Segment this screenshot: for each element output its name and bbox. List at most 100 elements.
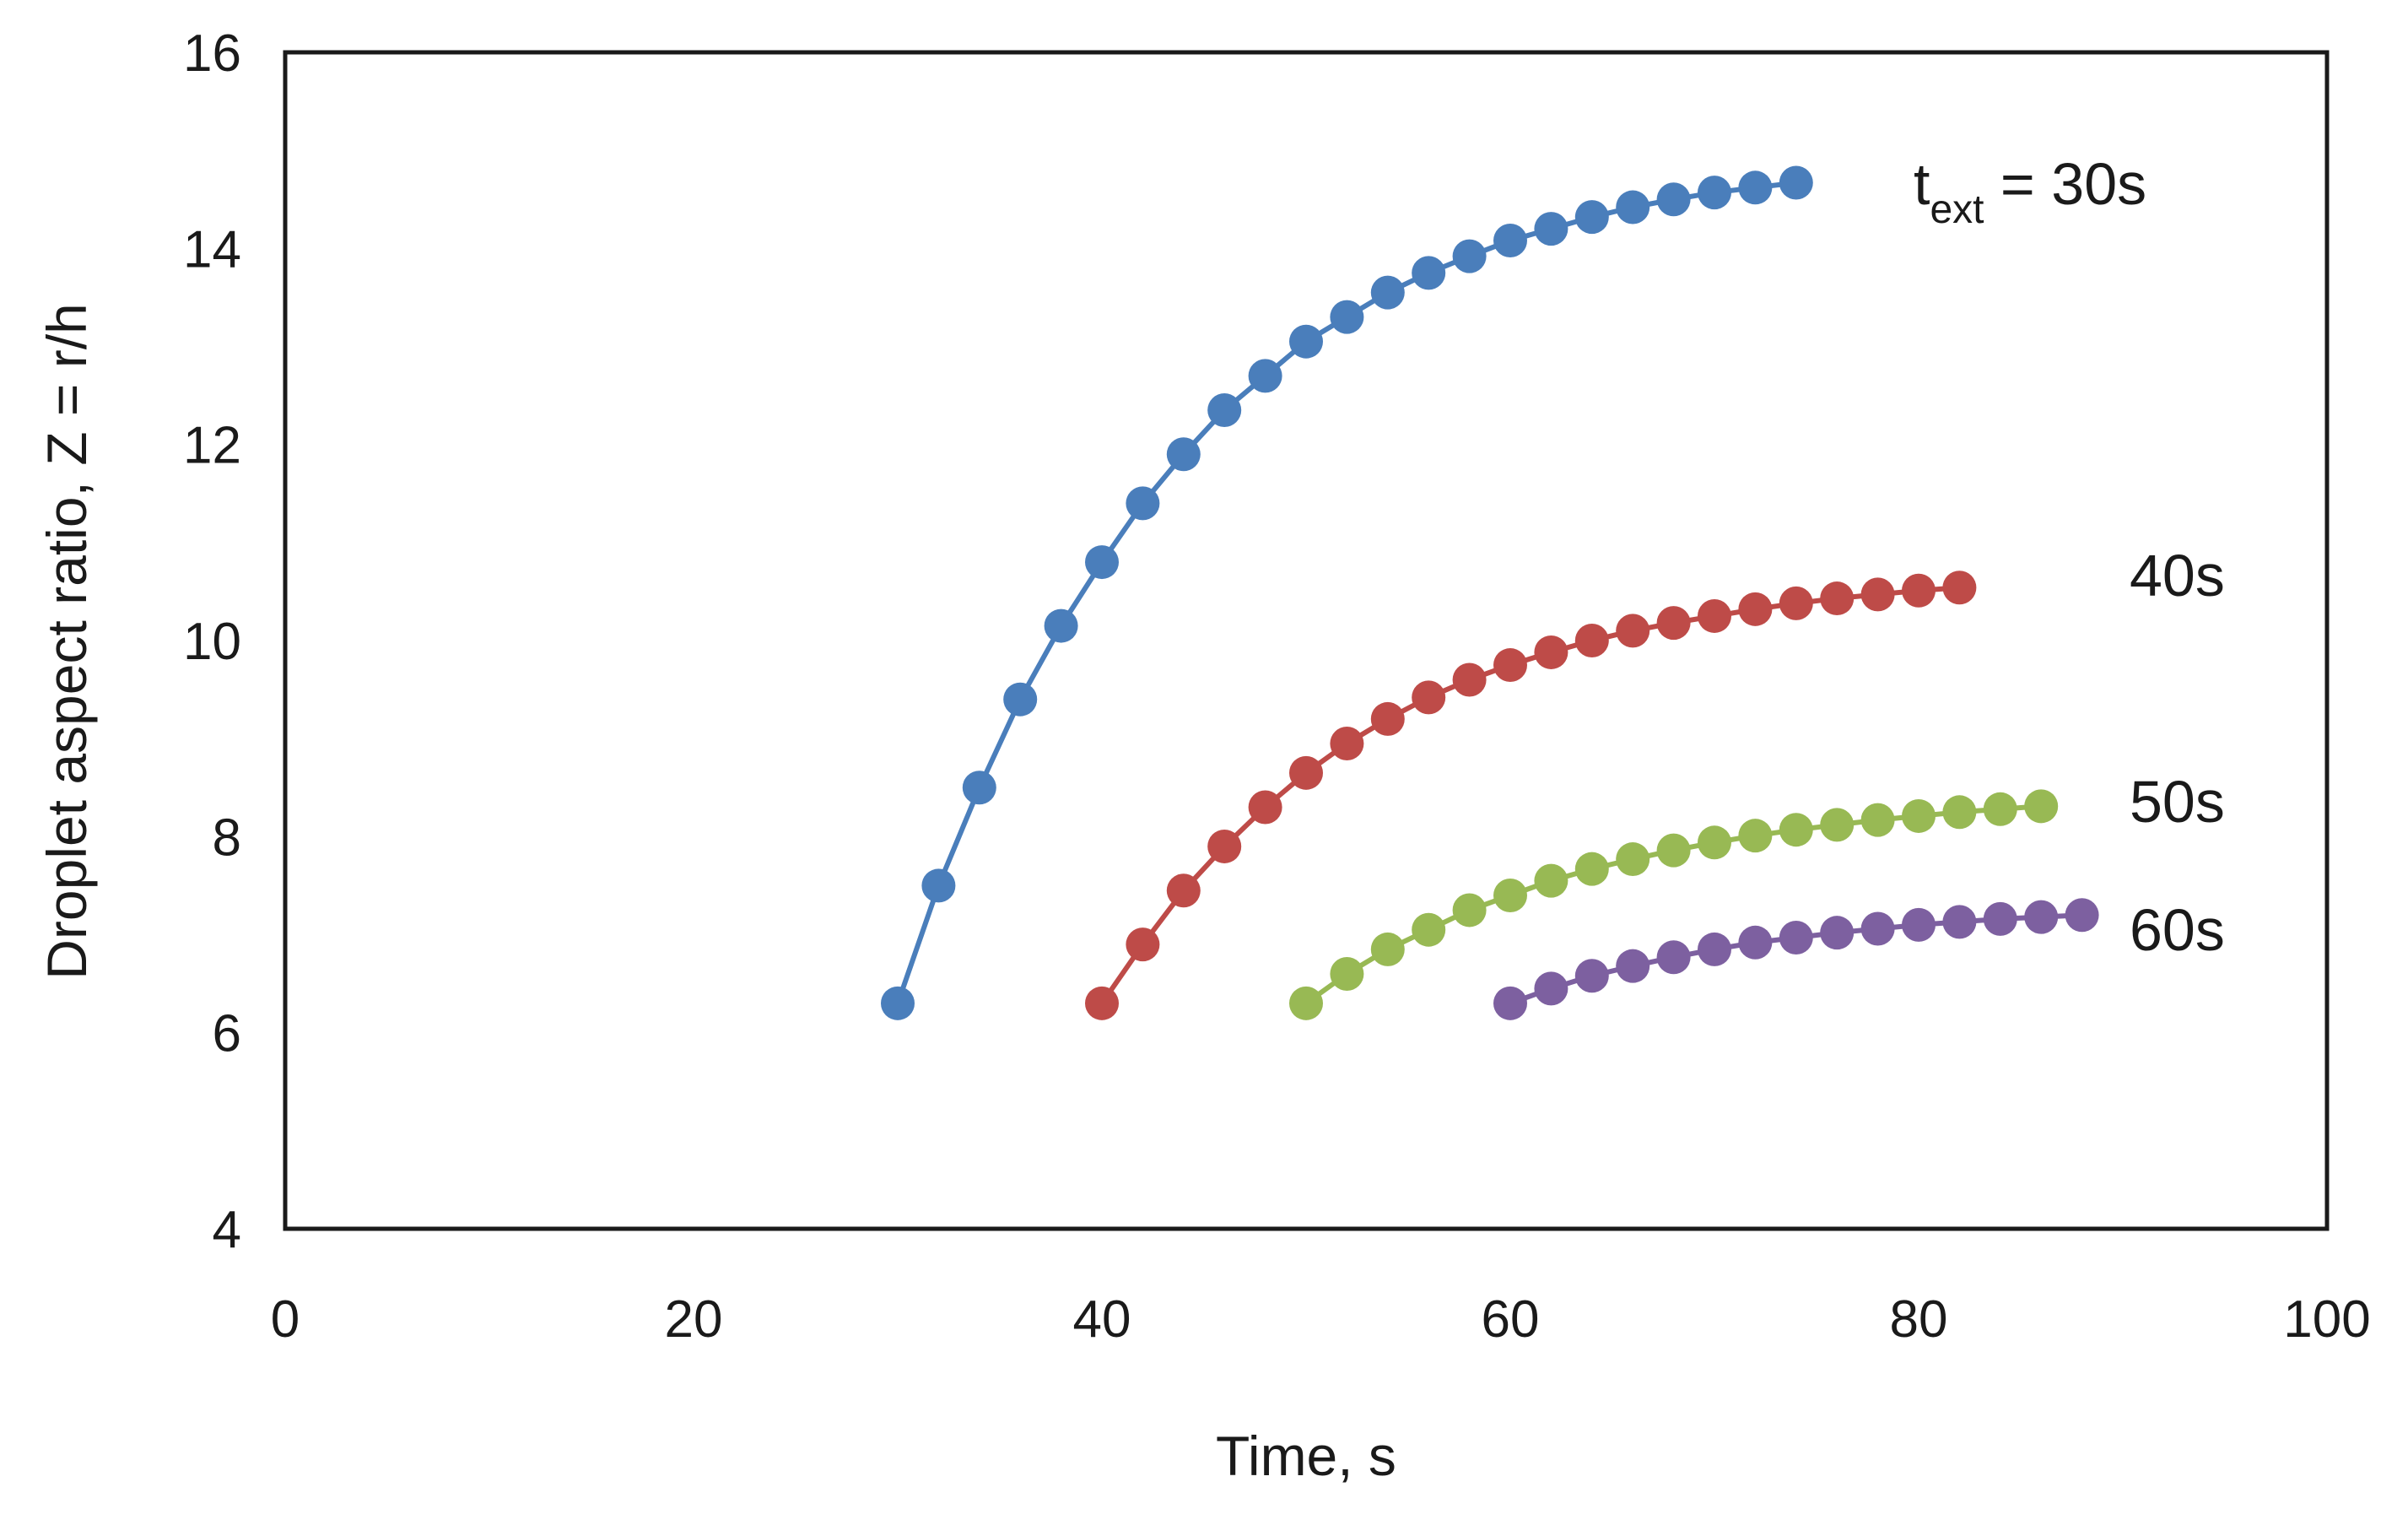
data-point (1534, 863, 1568, 898)
data-point (1902, 798, 1936, 833)
data-point (1942, 795, 1977, 830)
series-4 (1493, 898, 2099, 1020)
data-point (1779, 165, 1813, 200)
data-point (1289, 986, 1323, 1020)
data-point (1738, 819, 1773, 853)
plot-area (283, 50, 2330, 1231)
data-point (1412, 256, 1446, 290)
data-point (1289, 755, 1323, 790)
data-point (1166, 437, 1201, 472)
x-axis-ticks: 0 20 40 60 80 100 (271, 1290, 2371, 1349)
data-point (1248, 359, 1282, 393)
data-point (1942, 905, 1977, 939)
x-tick-label: 80 (1890, 1290, 1948, 1349)
data-point (1452, 893, 1487, 927)
y-tick-label: 6 (213, 1005, 241, 1063)
data-point (1126, 927, 1160, 962)
y-tick-label: 16 (183, 24, 241, 83)
series-line (1099, 585, 1960, 1005)
data-point (1656, 833, 1691, 868)
data-point (1779, 920, 1813, 954)
data-point (1493, 986, 1527, 1020)
data-point (1698, 825, 1731, 860)
y-axis-ticks: 4 6 8 10 12 14 16 (183, 24, 241, 1259)
data-point (1370, 701, 1405, 736)
data-point (1616, 190, 1650, 224)
data-point (1574, 624, 1609, 657)
data-point (2024, 789, 2059, 824)
data-point (1044, 608, 1078, 643)
data-point (1452, 239, 1487, 273)
data-point (1656, 606, 1691, 641)
data-point (1248, 790, 1282, 825)
data-point (1574, 200, 1609, 235)
series-label-2: 40s (2130, 543, 2225, 608)
y-tick-label: 8 (213, 808, 241, 867)
series-label-4: 60s (2130, 897, 2225, 963)
data-point (881, 986, 915, 1020)
data-point (1860, 577, 1895, 612)
data-point (1534, 971, 1568, 1006)
data-point (1616, 842, 1650, 877)
data-point (1370, 275, 1405, 310)
data-point (1207, 393, 1242, 428)
data-point (1003, 682, 1038, 717)
data-point (1942, 571, 1977, 605)
series-labels: text = 30s 40s 50s 60s (1914, 151, 2225, 963)
data-point (962, 771, 996, 805)
data-point (1983, 901, 2017, 936)
data-point (1738, 170, 1773, 205)
data-point (1820, 581, 1855, 616)
y-tick-label: 12 (183, 417, 241, 475)
data-point (1493, 648, 1527, 683)
data-point (1330, 726, 1364, 760)
data-point (1656, 182, 1691, 217)
data-point (1698, 598, 1731, 633)
series-2 (1085, 571, 1977, 1020)
series-layer (881, 165, 2099, 1020)
y-tick-label: 10 (183, 613, 241, 671)
data-point (1574, 959, 1609, 993)
data-point (1738, 925, 1773, 960)
x-tick-label: 0 (271, 1290, 300, 1349)
data-point (2065, 898, 2099, 933)
data-point (1370, 932, 1405, 966)
data-point (1085, 986, 1119, 1020)
data-point (921, 868, 956, 903)
x-tick-label: 40 (1073, 1290, 1131, 1349)
data-point (1820, 916, 1855, 950)
data-point (1126, 486, 1160, 521)
data-point (1820, 808, 1855, 842)
data-point (1698, 176, 1731, 210)
data-point (1412, 912, 1446, 947)
data-point (1412, 680, 1446, 715)
data-point (1616, 949, 1650, 983)
x-axis-title: Time, s (1216, 1425, 1396, 1487)
data-point (2024, 900, 2059, 934)
x-tick-label: 20 (665, 1290, 723, 1349)
data-point (1330, 956, 1364, 991)
data-point (1534, 635, 1568, 669)
data-point (1738, 592, 1773, 626)
data-point (1983, 792, 2017, 826)
data-point (1779, 586, 1813, 620)
data-point (1207, 829, 1242, 863)
series-3 (1289, 789, 2059, 1020)
data-point (1656, 940, 1691, 975)
data-point (1902, 907, 1936, 942)
data-point (1902, 573, 1936, 608)
y-tick-label: 14 (183, 220, 241, 279)
y-tick-label: 4 (213, 1201, 241, 1259)
data-point (1289, 324, 1323, 359)
y-axis-title: Droplet aspect ratio, Z = r/h (35, 303, 98, 980)
data-point (1574, 852, 1609, 886)
data-point (1493, 224, 1527, 258)
data-point (1330, 300, 1364, 334)
x-tick-label: 100 (2283, 1290, 2370, 1349)
x-tick-label: 60 (1482, 1290, 1540, 1349)
series-1 (881, 165, 1813, 1020)
data-point (1534, 212, 1568, 246)
data-point (1698, 932, 1731, 966)
